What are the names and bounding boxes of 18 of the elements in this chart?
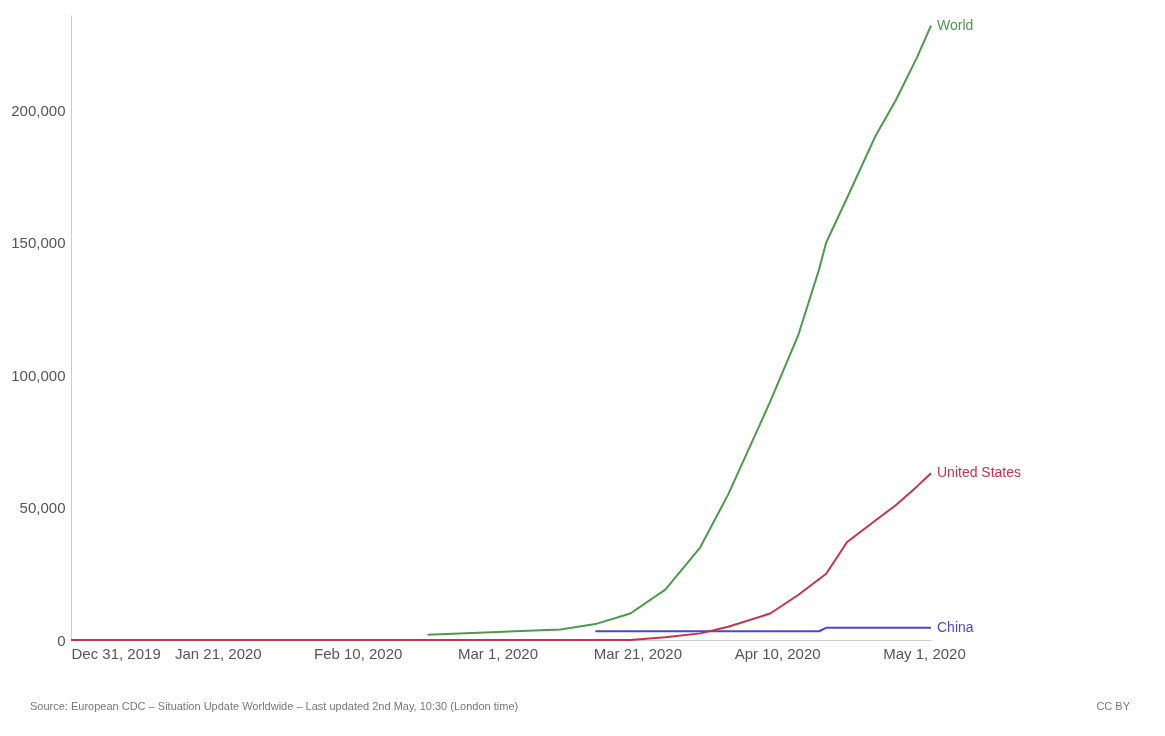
x-tick-label: Jan 21, 2020: [174, 644, 262, 662]
y-tick-label: 150,000: [11, 234, 66, 252]
y-tick-label: 0: [57, 631, 66, 649]
x-tick-label: Dec 31, 2019: [71, 644, 161, 662]
x-tick-label: Feb 10, 2020: [313, 644, 403, 662]
line-series: [426, 24, 932, 636]
y-tick-label: 200,000: [11, 101, 66, 119]
x-tick-label: May 1, 2020: [883, 644, 966, 662]
series-label: United States: [937, 464, 1022, 481]
text: CC BY: [1096, 700, 1130, 712]
y-tick-label: 100,000: [11, 366, 66, 384]
y-tick-label: 50,000: [19, 499, 66, 517]
x-tick-label: Mar 1, 2020: [457, 644, 539, 662]
x-tick-label: Apr 10, 2020: [734, 644, 821, 662]
x-tick-label: Mar 21, 2020: [593, 644, 683, 662]
source-note: Source: European CDC – Situation Update Worldwide – Last updated 2nd May, 10:30 (London time): [30, 700, 519, 712]
series-label: China: [937, 618, 974, 635]
series-label: World: [937, 16, 974, 33]
